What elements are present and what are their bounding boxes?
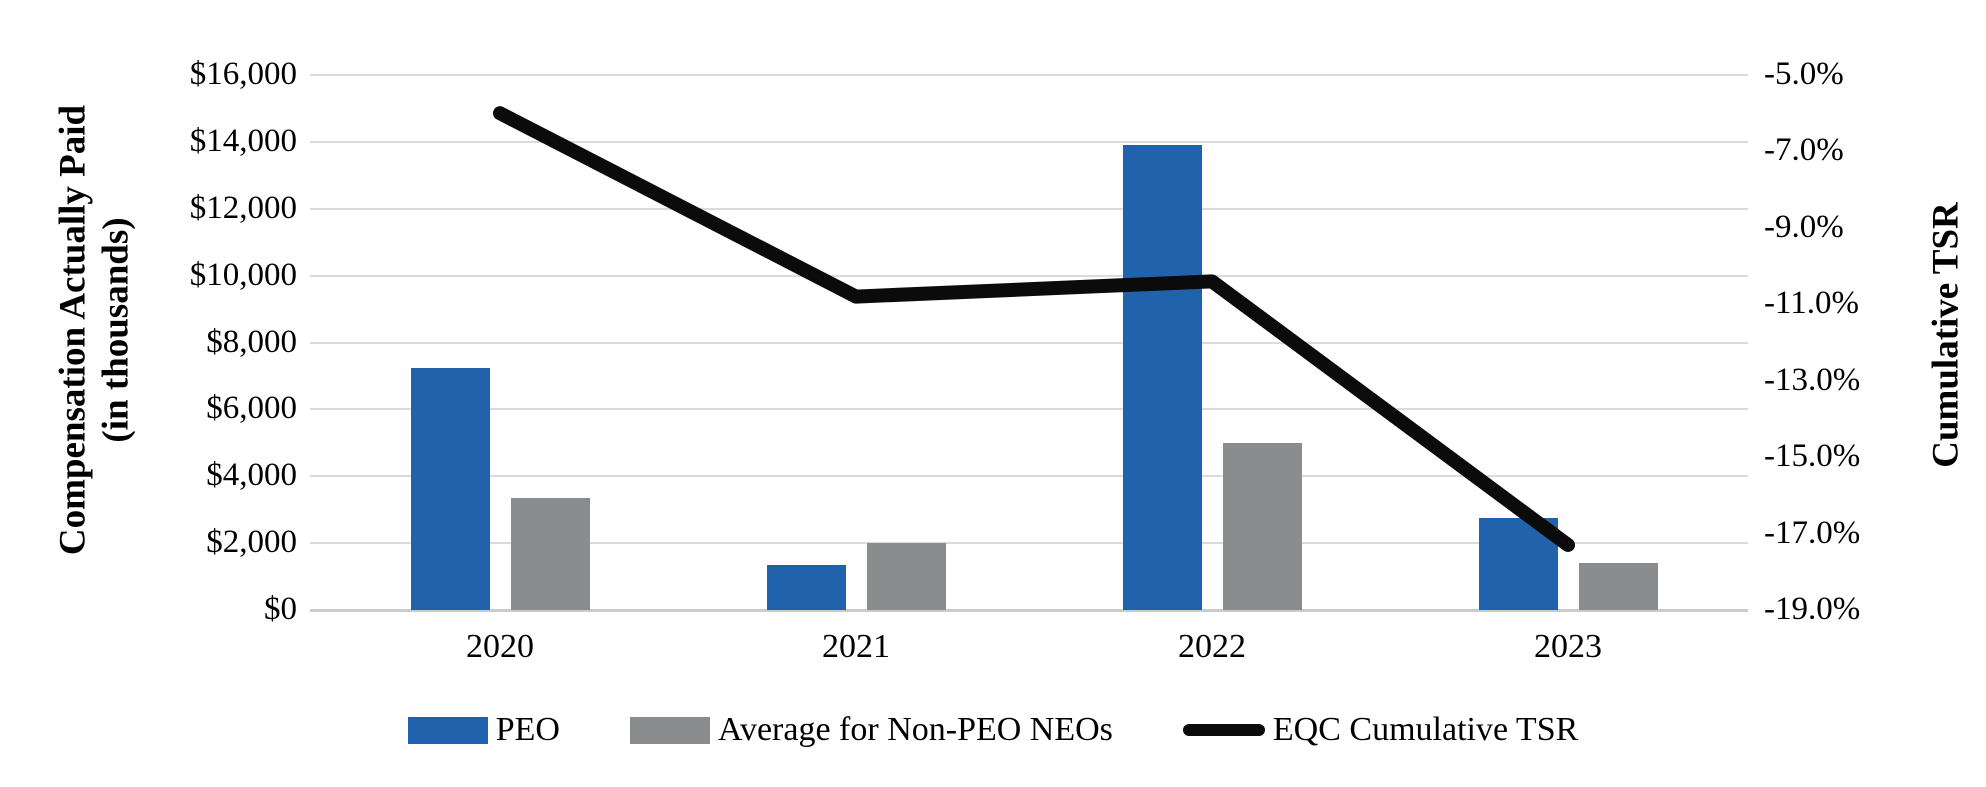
right-axis-tick-label: -17.0%: [1764, 514, 1861, 551]
left-axis-tick-label: $0: [264, 591, 297, 627]
gridline: [310, 74, 1748, 76]
left-axis-title-line2: (in thousands): [95, 217, 136, 443]
tsr-line-swatch-icon: [1182, 724, 1265, 736]
legend-label-nonpeo: Average for Non-PEO NEOs: [717, 711, 1113, 748]
right-axis-title: Cumulative TSR: [1925, 202, 1967, 468]
bar-nonpeo: [510, 497, 590, 610]
right-axis-tick-label: -9.0%: [1764, 208, 1844, 245]
right-axis-tick-label: -19.0%: [1764, 591, 1861, 627]
tsr-line: [493, 106, 1575, 552]
left-axis-tick-label: $14,000: [189, 122, 297, 159]
year-label: 2021: [822, 628, 890, 665]
legend-item-nonpeo: Average for Non-PEO NEOs: [629, 711, 1113, 749]
bar-nonpeo: [1578, 563, 1658, 610]
peo-swatch-icon: [407, 716, 488, 744]
right-axis-tick-label: -13.0%: [1764, 361, 1861, 398]
year-label: 2020: [466, 628, 534, 665]
bar-nonpeo: [866, 543, 946, 610]
legend-label-tsr: EQC Cumulative TSR: [1272, 711, 1579, 748]
left-axis-tick-label: $4,000: [206, 457, 297, 494]
nonpeo-swatch-icon: [629, 716, 710, 744]
gridline: [310, 408, 1748, 411]
left-axis-tick-label: $6,000: [206, 390, 297, 427]
gridline: [310, 140, 1748, 143]
x-axis-baseline: [310, 609, 1748, 612]
bar-peo: [410, 367, 490, 610]
left-axis-title-line1: Compensation Actually Paid: [52, 104, 94, 556]
bar-peo: [766, 564, 846, 610]
left-axis-title: Compensation Actually Paid (in thousands…: [52, 105, 137, 555]
legend: PEO Average for Non-PEO NEOs EQC Cumulat…: [0, 710, 1986, 750]
bar-peo: [1122, 145, 1202, 610]
gridline: [310, 475, 1748, 478]
left-axis-tick-label: $2,000: [206, 524, 297, 561]
year-label: 2023: [1534, 628, 1602, 665]
right-axis-tick-label: -15.0%: [1764, 438, 1861, 475]
year-label: 2022: [1178, 628, 1246, 665]
bar-nonpeo: [1222, 442, 1302, 610]
left-axis-tick-label: $8,000: [206, 323, 297, 360]
gridline: [310, 341, 1748, 344]
left-axis-tick-label: $10,000: [189, 256, 297, 293]
gridline: [310, 207, 1748, 210]
legend-item-tsr: EQC Cumulative TSR: [1182, 711, 1579, 749]
bar-peo: [1478, 518, 1558, 610]
gridline: [310, 274, 1748, 277]
left-axis-tick-label: $16,000: [189, 56, 297, 92]
left-axis-tick-label: $12,000: [189, 189, 297, 226]
right-axis-tick-label: -5.0%: [1764, 56, 1844, 92]
right-axis-tick-label: -11.0%: [1764, 285, 1860, 322]
legend-label-peo: PEO: [495, 711, 560, 748]
legend-item-peo: PEO: [407, 711, 560, 749]
right-axis-tick-label: -7.0%: [1764, 132, 1844, 169]
